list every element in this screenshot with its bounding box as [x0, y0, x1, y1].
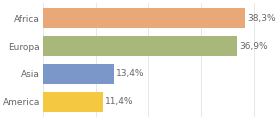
- Text: 13,4%: 13,4%: [116, 69, 144, 78]
- Bar: [43, 92, 103, 112]
- Bar: [43, 8, 245, 28]
- Bar: [43, 36, 237, 56]
- Text: 11,4%: 11,4%: [105, 97, 134, 106]
- Text: 38,3%: 38,3%: [247, 14, 276, 23]
- Bar: [43, 64, 113, 84]
- Text: 36,9%: 36,9%: [239, 42, 268, 51]
